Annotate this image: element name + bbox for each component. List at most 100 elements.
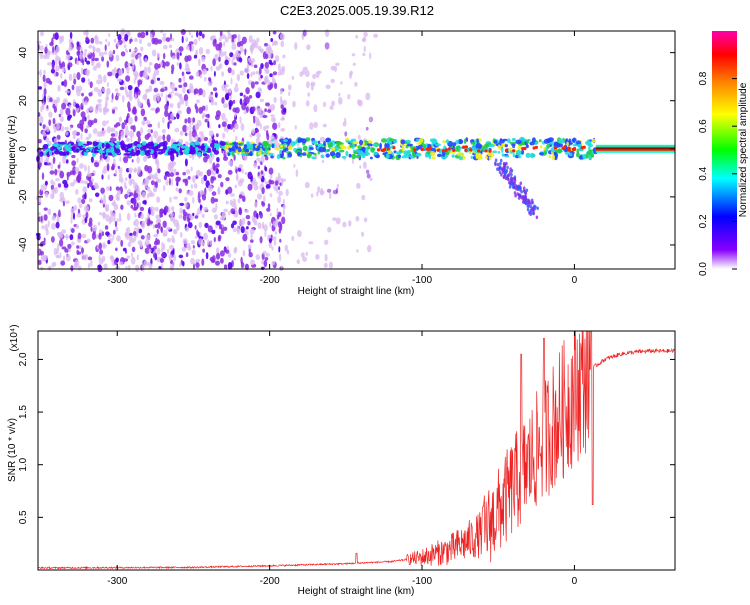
hot-point: [392, 146, 396, 150]
noise-point: [263, 224, 268, 232]
noise-point: [43, 214, 48, 221]
noise-point: [101, 231, 105, 237]
band-point: [114, 148, 121, 154]
noise-point: [94, 39, 100, 45]
band-point: [493, 140, 498, 144]
noise-point: [282, 99, 287, 106]
noise-point: [103, 51, 108, 55]
noise-point: [184, 55, 189, 63]
noise-point: [149, 33, 153, 40]
noise-point: [129, 130, 135, 138]
noise-point: [373, 33, 378, 38]
noise-point: [72, 134, 76, 140]
noise-point: [117, 165, 121, 170]
noise-point: [132, 238, 135, 243]
band-point: [92, 141, 98, 147]
noise-point: [256, 157, 261, 162]
noise-point: [84, 128, 88, 134]
noise-point: [176, 112, 180, 120]
noise-point: [90, 259, 93, 268]
band-point: [317, 143, 324, 148]
noise-point: [116, 196, 120, 201]
noise-point: [263, 125, 267, 132]
noise-point: [84, 164, 87, 172]
noise-point: [250, 259, 255, 266]
tail-point: [494, 162, 497, 167]
noise-point: [84, 100, 88, 106]
noise-point: [357, 134, 361, 140]
noise-point: [118, 69, 123, 77]
noise-point: [231, 43, 237, 51]
noise-point: [123, 156, 129, 164]
hot-point: [381, 149, 385, 153]
noise-point: [362, 36, 367, 42]
noise-point: [120, 239, 124, 247]
noise-point: [281, 116, 285, 121]
noise-point: [198, 35, 201, 42]
tail-point: [510, 177, 513, 182]
noise-point: [66, 171, 71, 177]
noise-point: [133, 107, 137, 115]
noise-point: [257, 165, 260, 170]
noise-point: [258, 66, 262, 75]
noise-point: [248, 252, 253, 258]
noise-point: [136, 254, 139, 261]
noise-point: [81, 105, 84, 111]
noise-point: [113, 66, 117, 73]
band-point: [545, 148, 549, 152]
band-point: [449, 151, 456, 154]
band-point: [552, 154, 555, 161]
noise-point: [240, 261, 245, 269]
colorbar-tick-label: 0.4: [698, 166, 709, 180]
noise-point: [53, 126, 57, 133]
tail-point: [511, 181, 515, 186]
noise-point: [185, 45, 191, 51]
noise-point: [84, 205, 89, 213]
noise-point: [362, 52, 366, 57]
noise-point: [225, 249, 230, 254]
spectrogram-y-label: Frequency (Hz): [7, 116, 18, 185]
noise-point: [47, 208, 52, 216]
band-point: [128, 148, 132, 152]
noise-point: [167, 114, 171, 121]
noise-point: [148, 62, 153, 66]
noise-point: [146, 120, 151, 125]
noise-point: [85, 36, 89, 42]
noise-point: [102, 130, 106, 135]
noise-point: [239, 40, 244, 47]
noise-point: [68, 46, 74, 52]
noise-point: [134, 218, 139, 227]
noise-point: [177, 102, 180, 109]
noise-point: [51, 222, 56, 230]
noise-point: [309, 122, 314, 130]
band-point: [70, 146, 76, 151]
noise-point: [57, 57, 61, 62]
noise-point: [263, 195, 266, 203]
noise-point: [319, 136, 325, 143]
noise-point: [117, 78, 122, 82]
band-point: [352, 141, 359, 145]
tail-point: [531, 200, 534, 205]
noise-point: [123, 44, 127, 49]
band-point: [525, 152, 531, 158]
noise-point: [86, 70, 90, 77]
noise-point: [115, 72, 119, 79]
noise-point: [355, 35, 359, 39]
noise-point: [148, 220, 154, 225]
noise-point: [95, 63, 100, 68]
noise-point: [223, 126, 227, 132]
band-point: [145, 152, 151, 157]
band-point: [279, 149, 282, 156]
noise-point: [365, 169, 370, 174]
noise-point: [202, 112, 206, 118]
noise-point: [99, 249, 104, 255]
noise-point: [218, 36, 222, 42]
noise-point: [139, 206, 145, 212]
noise-point: [119, 156, 122, 163]
noise-point: [242, 249, 246, 257]
noise-point: [265, 53, 269, 60]
noise-point: [76, 249, 79, 255]
noise-point: [39, 156, 44, 163]
noise-point: [153, 245, 157, 250]
noise-point: [166, 237, 172, 243]
